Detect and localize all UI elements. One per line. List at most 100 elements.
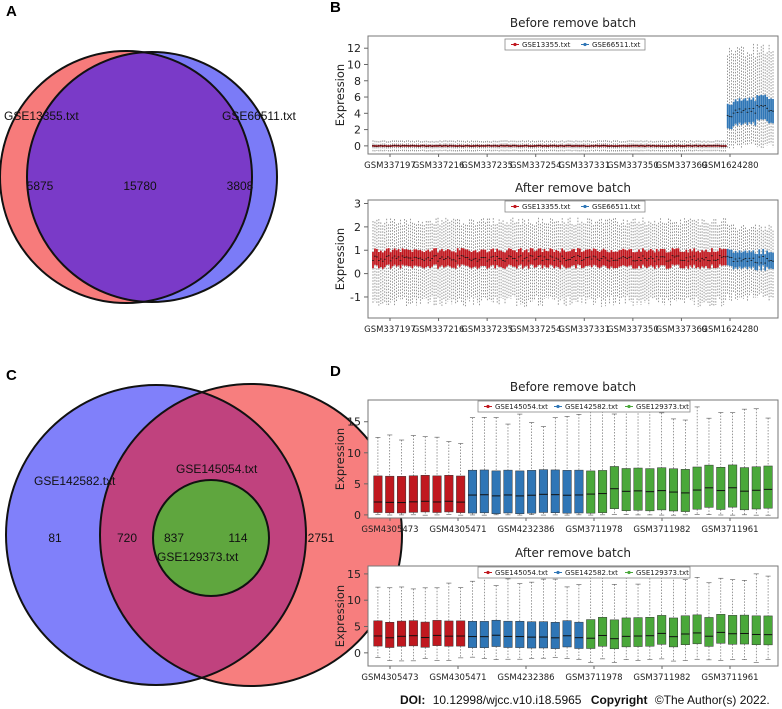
box-gse66511 [760, 46, 763, 149]
box-body [645, 617, 655, 647]
box-gse13355 [478, 140, 481, 151]
box-body [763, 615, 773, 646]
box-gse13355 [580, 140, 583, 152]
box-gse13355 [441, 140, 443, 152]
box-gse13355 [517, 140, 520, 153]
box-body [385, 248, 388, 265]
legend-swatch-dot [627, 404, 631, 409]
box-gse13355 [703, 219, 705, 303]
box-body [408, 620, 418, 647]
box-body [460, 248, 463, 265]
box-chart-b-after: After remove batch Expression-1 0 1 2 3 GSM337… [333, 181, 779, 335]
box-gse13355 [504, 224, 506, 305]
box-gse129373 [657, 577, 667, 660]
box-gse13355 [525, 224, 528, 307]
box-gse66511 [752, 226, 755, 298]
box-gse13355 [669, 219, 672, 306]
y-axis-label: Expression [333, 585, 347, 647]
x-tick-label: GSM3711982 [633, 673, 690, 683]
box-gse13355 [659, 140, 662, 152]
box-gse129373 [609, 584, 619, 663]
y-tick-label: 5 [354, 621, 361, 634]
box-gse13355 [466, 140, 469, 152]
y-tick-label: 12 [347, 42, 361, 55]
box-gse13355 [724, 218, 727, 300]
box-gse142582 [491, 585, 501, 660]
box-body [373, 620, 383, 647]
box-body [565, 252, 567, 269]
box-gse142582 [538, 426, 548, 516]
box-gse13355 [602, 140, 605, 152]
venn-a-label-gse66511: GSE66511.txt [222, 109, 296, 123]
box-gse13355 [405, 140, 408, 153]
legend-swatch-dot [556, 404, 560, 409]
box-gse13355 [563, 141, 566, 152]
box-gse13355 [683, 140, 686, 152]
box-gse13355 [655, 140, 658, 152]
venn-c-count-145054-129373: 114 [228, 531, 247, 545]
box-gse13355 [423, 140, 426, 152]
y-tick-label: 10 [347, 58, 361, 71]
box-gse13355 [647, 141, 650, 152]
box-body [467, 621, 478, 648]
legend: GSE145054.txt GSE142582.txt GSE129373.txt [477, 566, 691, 579]
box-gse129373 [668, 573, 679, 662]
box-body [432, 620, 442, 646]
box-gse129373 [739, 408, 749, 516]
box-body [574, 469, 584, 514]
box-gse13355 [685, 140, 688, 152]
box-gse13355 [575, 224, 577, 302]
box-gse13355 [671, 141, 674, 153]
box-gse66511 [726, 55, 729, 149]
box-gse13355 [626, 220, 629, 297]
box-body [494, 252, 497, 269]
box-body [538, 621, 548, 649]
box-gse13355 [496, 141, 499, 152]
box-gse13355 [697, 219, 700, 307]
box-gse13355 [494, 224, 497, 298]
box-gse13355 [521, 140, 524, 153]
box-gse13355 [378, 218, 380, 306]
box-gse13355 [543, 223, 546, 299]
box-gse66511 [740, 46, 743, 149]
legend-swatch-dot [513, 204, 517, 209]
box-gse13355 [508, 140, 510, 153]
box-gse13355 [663, 140, 666, 151]
box-gse13355 [490, 141, 493, 153]
box-gse13355 [474, 225, 477, 298]
box-body [711, 248, 713, 265]
box-gse13355 [588, 140, 591, 152]
box-gse13355 [644, 222, 646, 304]
box-gse13355 [513, 222, 516, 298]
box-gse145054 [408, 435, 418, 516]
box-gse13355 [448, 221, 451, 300]
box-body [742, 99, 745, 124]
box-gse13355 [592, 225, 595, 305]
box-gse13355 [555, 140, 558, 152]
box-gse13355 [665, 223, 668, 299]
x-tick-label: GSM1624280 [701, 161, 758, 171]
venn-a-outline-gse66511 [26, 51, 278, 303]
box-gse13355 [673, 140, 676, 152]
box-gse13355 [689, 140, 692, 152]
box-body [527, 621, 537, 649]
box-gse13355 [415, 224, 418, 306]
venn-c-label-gse142582: GSE142582.txt [34, 474, 116, 488]
box-body [476, 252, 479, 269]
x-tick-label: GSM337350 [607, 161, 659, 171]
box-body [408, 475, 418, 513]
box-gse13355 [561, 218, 564, 299]
box-gse13355 [431, 140, 433, 152]
x-tick-label: GSM337197 [364, 325, 416, 335]
box-gse66511 [746, 52, 749, 145]
box-body [634, 252, 636, 269]
box-gse13355 [713, 141, 715, 152]
box-gse13355 [446, 219, 449, 302]
box-body [504, 252, 506, 269]
box-body [751, 615, 761, 646]
box-gse13355 [486, 140, 489, 151]
y-tick-label: -1 [350, 291, 361, 304]
box-gse129373 [668, 418, 679, 516]
y-tick-label: 10 [347, 594, 361, 607]
box-body [636, 251, 638, 269]
